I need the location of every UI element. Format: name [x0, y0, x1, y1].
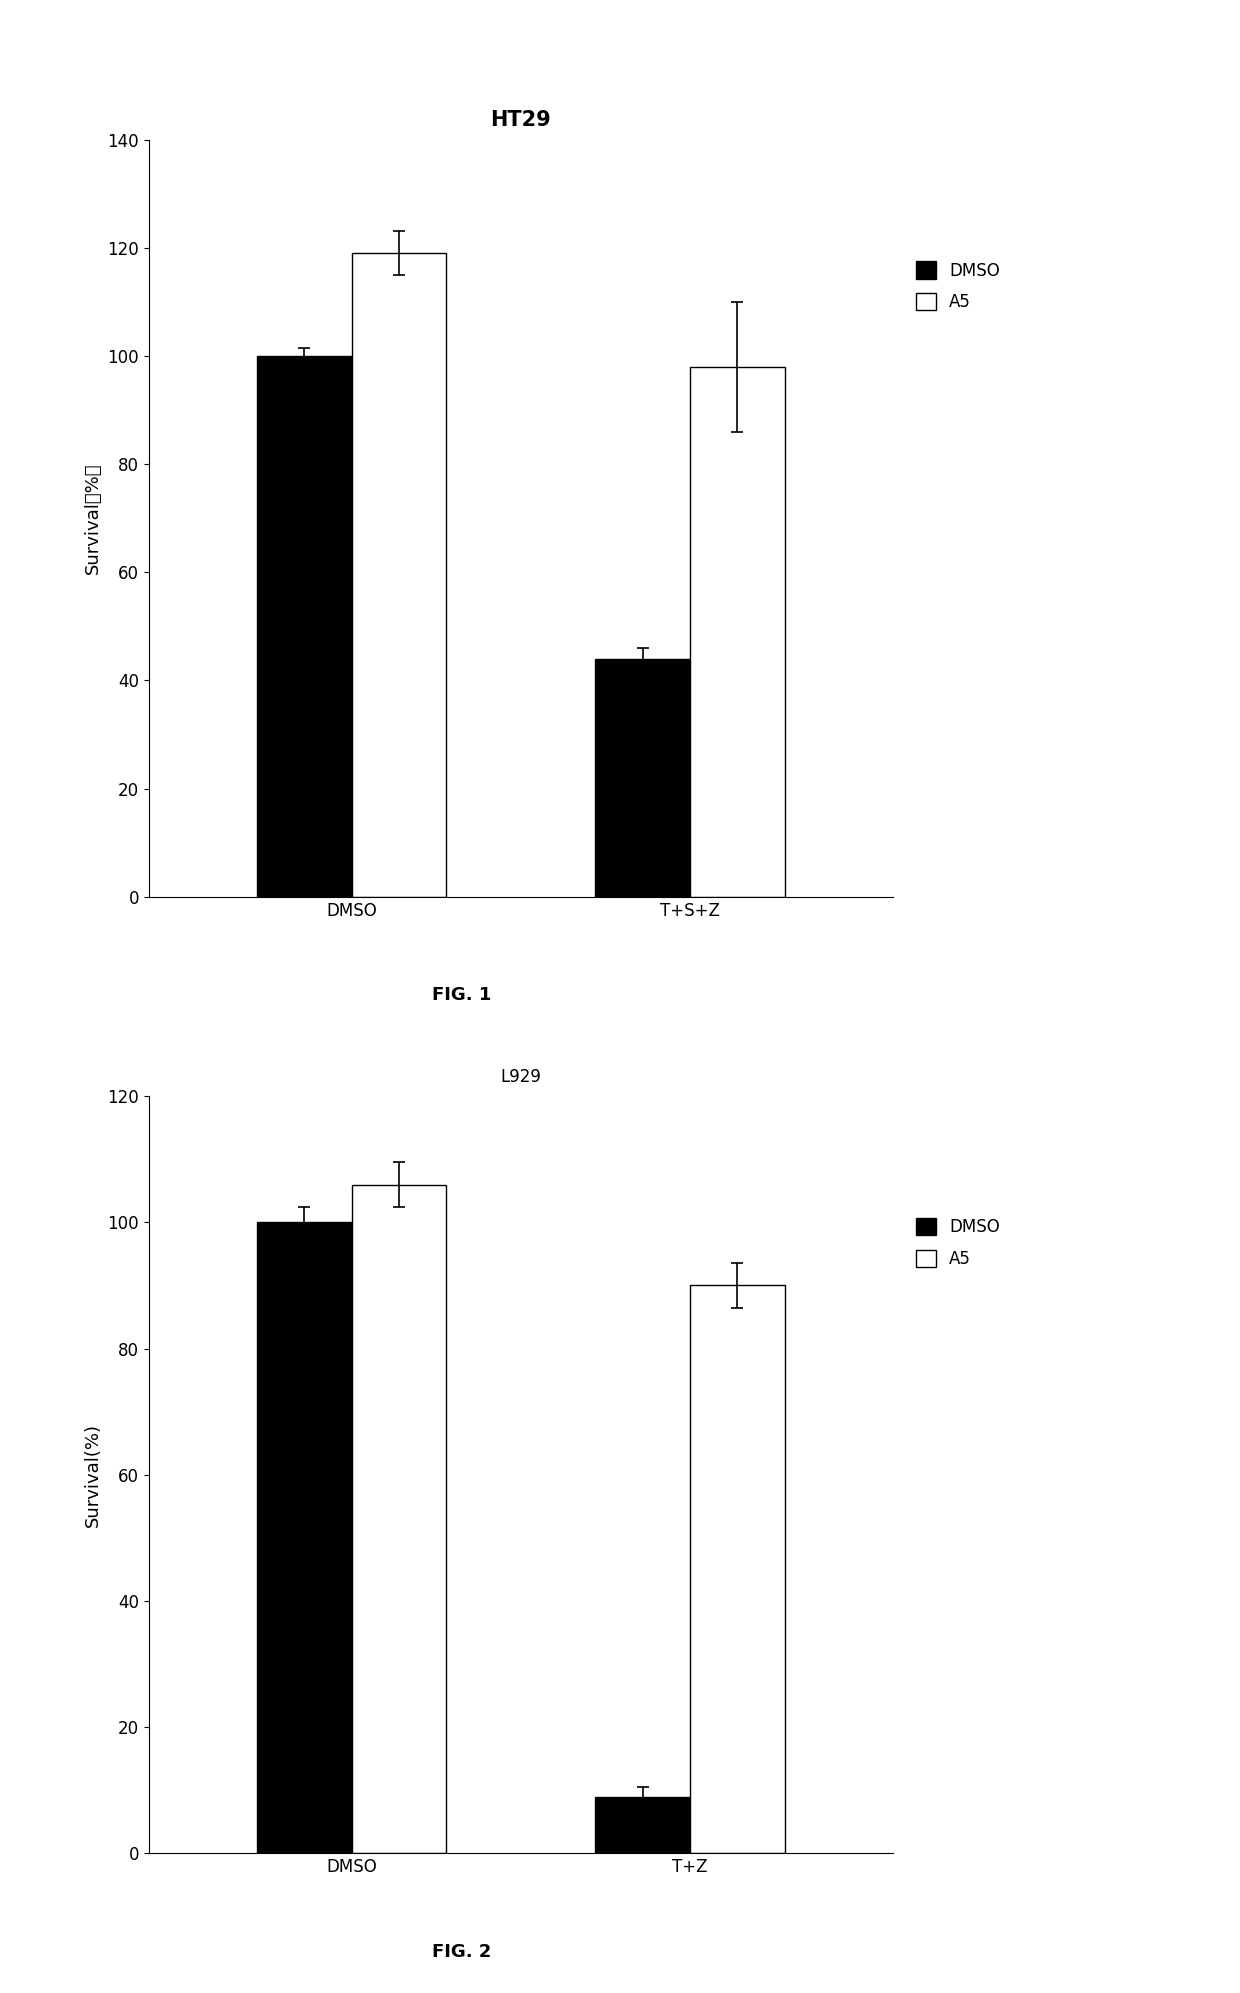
Y-axis label: Survival（%）: Survival（%）	[84, 462, 102, 574]
Text: FIG. 1: FIG. 1	[432, 987, 491, 1004]
Legend: DMSO, A5: DMSO, A5	[916, 261, 1001, 311]
Title: L929: L929	[501, 1068, 541, 1086]
Bar	[352, 1184, 446, 1853]
Text: FIG. 2: FIG. 2	[432, 1943, 491, 1961]
Legend: DMSO, A5: DMSO, A5	[916, 1218, 1001, 1268]
Bar	[352, 253, 446, 897]
Bar	[257, 357, 352, 897]
Bar	[595, 1798, 689, 1853]
Bar	[595, 660, 689, 897]
Y-axis label: Survival(%): Survival(%)	[84, 1423, 102, 1527]
Bar	[257, 1222, 352, 1853]
Bar	[689, 367, 785, 897]
Title: HT29: HT29	[491, 110, 551, 130]
Bar	[689, 1285, 785, 1853]
